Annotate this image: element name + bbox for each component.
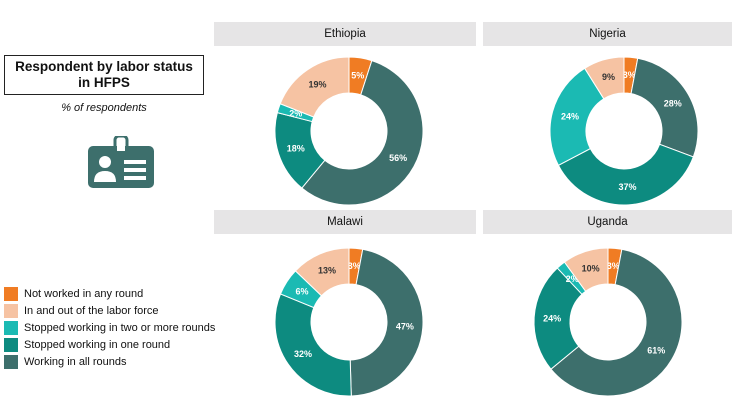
- legend-label: In and out of the labor force: [24, 304, 159, 317]
- legend-item: Stopped working in one round: [4, 336, 215, 353]
- donut-slice: [279, 56, 350, 118]
- slice-value-label: 3%: [607, 261, 620, 271]
- slice-value-label: 3%: [348, 261, 361, 271]
- panel-title-malawi: Malawi: [327, 216, 363, 228]
- panel-title-nigeria: Nigeria: [589, 28, 626, 40]
- panel-header-malawi: Malawi: [214, 210, 476, 234]
- donut-slice: [550, 248, 683, 397]
- legend-label: Stopped working in two or more rounds: [24, 321, 216, 334]
- donut-slice: [584, 56, 625, 100]
- legend-label: Stopped working in one round: [24, 338, 171, 351]
- panel-header-nigeria: Nigeria: [483, 22, 732, 46]
- donut-slice: [294, 247, 350, 297]
- slice-value-label: 10%: [582, 264, 600, 274]
- legend-label: Not worked in any round: [24, 287, 144, 300]
- donut-slice: [349, 248, 424, 397]
- slice-value-label: 56%: [389, 153, 407, 163]
- panel-title-ethiopia: Ethiopia: [324, 28, 366, 40]
- slice-value-label: 6%: [296, 287, 309, 297]
- chart-title: Respondent by labor status in HFPS: [4, 55, 204, 95]
- legend-swatch: [4, 303, 18, 318]
- slice-value-label: 32%: [294, 349, 312, 359]
- donut-slice: [301, 59, 424, 206]
- legend-label: Working in all rounds: [24, 355, 127, 368]
- slice-value-label: 2%: [289, 109, 302, 119]
- donut-slice: [630, 57, 699, 158]
- slice-value-label: 61%: [647, 346, 665, 356]
- slice-value-label: 9%: [602, 72, 615, 82]
- donut-slice: [557, 143, 694, 206]
- slice-value-label: 5%: [351, 71, 364, 81]
- legend-item: Not worked in any round: [4, 285, 215, 302]
- chart-title-text: Respondent by labor status in HFPS: [15, 59, 193, 90]
- slice-value-label: 28%: [664, 99, 682, 109]
- id-badge-icon: [88, 136, 154, 188]
- panel-title-uganda: Uganda: [587, 216, 628, 228]
- legend-swatch: [4, 354, 18, 369]
- legend-item: In and out of the labor force: [4, 302, 215, 319]
- legend: Not worked in any round In and out of th…: [4, 285, 215, 370]
- slice-value-label: 24%: [543, 313, 561, 323]
- slice-value-label: 37%: [618, 182, 636, 192]
- slice-value-label: 13%: [318, 266, 336, 276]
- slice-value-label: 19%: [309, 80, 327, 90]
- slice-value-label: 24%: [561, 111, 579, 121]
- slice-value-label: 47%: [396, 321, 414, 331]
- legend-item: Working in all rounds: [4, 353, 215, 370]
- legend-swatch: [4, 337, 18, 352]
- donut-slice: [563, 247, 609, 292]
- chart-subtitle: % of respondents: [61, 102, 147, 114]
- slice-value-label: 2%: [566, 274, 579, 284]
- slice-value-label: 3%: [623, 70, 636, 80]
- legend-item: Stopped working in two or more rounds: [4, 319, 215, 336]
- legend-swatch: [4, 320, 18, 335]
- donut-slice: [274, 293, 352, 397]
- panel-header-uganda: Uganda: [483, 210, 732, 234]
- slice-value-label: 18%: [287, 143, 305, 153]
- legend-swatch: [4, 286, 18, 301]
- panel-header-ethiopia: Ethiopia: [214, 22, 476, 46]
